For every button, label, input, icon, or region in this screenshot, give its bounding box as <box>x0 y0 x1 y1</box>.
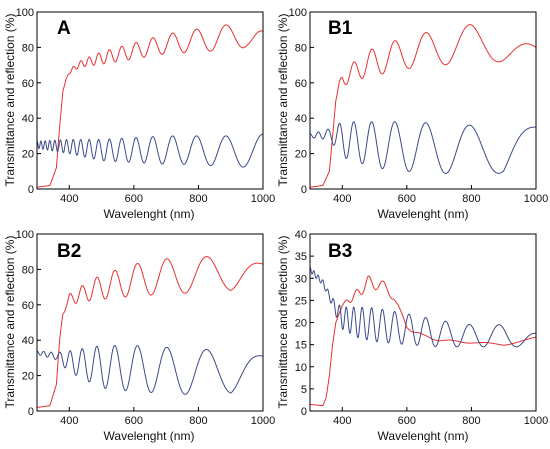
reflection-line-a <box>37 133 263 168</box>
y-tick-label-b1: 40 <box>295 113 307 125</box>
x-tick-label-b2: 400 <box>60 415 78 427</box>
x-tick-label-b3: 600 <box>398 415 416 427</box>
y-tick-label-b2: 80 <box>22 264 34 276</box>
y-tick-label-a: 0 <box>28 184 34 196</box>
transmittance-line-b2 <box>37 256 263 408</box>
y-tick-label-b3: 10 <box>295 362 307 374</box>
x-tick-label-b1: 600 <box>398 193 416 205</box>
y-tick-label-b2: 60 <box>22 300 34 312</box>
x-axis-label-b3: Wavelenght (nm) <box>378 429 469 443</box>
y-tick-label-b3: 25 <box>295 295 307 307</box>
y-tick-label-b1: 60 <box>295 78 307 90</box>
x-axis-label-a: Wavelenght (nm) <box>104 207 195 221</box>
y-tick-label-a: 60 <box>22 78 34 90</box>
x-tick-label-b3: 1000 <box>524 415 548 427</box>
panel-b1: Wavelenght (nm) Transmittance and reflec… <box>276 7 548 221</box>
plot-frame-a <box>36 11 264 190</box>
x-tick-label-b1: 1000 <box>524 193 548 205</box>
plot-frame-b2 <box>36 233 264 412</box>
x-tick-label-a: 600 <box>125 193 143 205</box>
y-axis-label-a: Transmittance and reflection (%) <box>3 14 17 187</box>
panel-label-a: A <box>57 18 71 39</box>
x-tick-label-a: 400 <box>60 193 78 205</box>
x-axis-label-b1: Wavelenght (nm) <box>378 207 469 221</box>
x-tick-label-a: 1000 <box>251 193 275 205</box>
y-tick-label-b3: 30 <box>295 273 307 285</box>
plot-frame-b1 <box>309 11 537 190</box>
y-tick-label-b3: 40 <box>295 229 307 241</box>
transmittance-line-a <box>37 24 263 188</box>
y-tick-label-b1: 80 <box>295 42 307 54</box>
panel-b2: Wavelenght (nm) Transmittance and reflec… <box>3 229 275 443</box>
y-tick-label-a: 20 <box>22 149 34 161</box>
y-tick-label-b3: 0 <box>301 406 307 418</box>
y-tick-label-b1: 100 <box>289 7 307 19</box>
y-tick-label-b3: 20 <box>295 318 307 330</box>
x-axis-label-b2: Wavelenght (nm) <box>104 429 195 443</box>
y-tick-label-b2: 0 <box>28 406 34 418</box>
y-tick-label-b3: 35 <box>295 251 307 263</box>
x-tick-label-b1: 400 <box>333 193 351 205</box>
panel-a: Wavelenght (nm) Transmittance and reflec… <box>3 7 275 221</box>
x-tick-label-b2: 1000 <box>251 415 275 427</box>
transmittance-line-b3 <box>310 275 536 407</box>
x-tick-label-b3: 400 <box>333 415 351 427</box>
y-tick-label-a: 40 <box>22 113 34 125</box>
x-tick-label-b2: 800 <box>189 415 207 427</box>
y-axis-label-b1: Transmittance and reflection (%) <box>276 14 290 187</box>
y-tick-label-b2: 20 <box>22 371 34 383</box>
transmittance-line-b1 <box>310 24 536 188</box>
y-axis-label-b3: Transmittance and reflection (%) <box>276 236 290 409</box>
y-tick-label-b3: 5 <box>301 384 307 396</box>
y-tick-label-a: 80 <box>22 42 34 54</box>
reflection-line-b3 <box>310 266 536 348</box>
reflection-line-b1 <box>310 121 536 174</box>
reflection-line-b2 <box>37 345 263 395</box>
panel-b3: Wavelenght (nm) Transmittance and reflec… <box>276 229 548 443</box>
y-axis-label-b2: Transmittance and reflection (%) <box>3 236 17 409</box>
panel-label-b1: B1 <box>328 18 353 39</box>
y-tick-label-b1: 20 <box>295 149 307 161</box>
x-tick-label-b3: 800 <box>462 415 480 427</box>
y-tick-label-b1: 0 <box>301 184 307 196</box>
y-tick-label-b2: 40 <box>22 335 34 347</box>
panel-label-b3: B3 <box>328 241 352 262</box>
y-tick-label-a: 100 <box>16 7 34 19</box>
x-tick-label-b2: 600 <box>125 415 143 427</box>
x-tick-label-b1: 800 <box>462 193 480 205</box>
y-tick-label-b3: 15 <box>295 340 307 352</box>
x-tick-label-a: 800 <box>189 193 207 205</box>
panel-label-b2: B2 <box>57 241 81 262</box>
y-tick-label-b2: 100 <box>16 229 34 241</box>
